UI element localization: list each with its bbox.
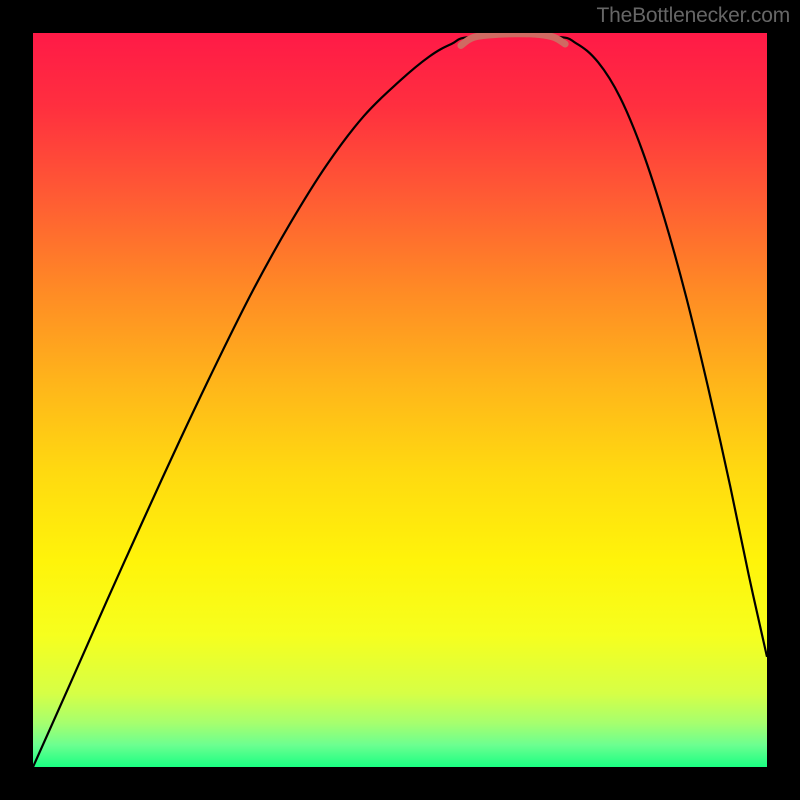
chart-container: TheBottlenecker.com (0, 0, 800, 800)
bottleneck-curve (33, 36, 767, 767)
curve-layer (33, 33, 767, 767)
watermark-text: TheBottlenecker.com (597, 4, 790, 28)
plot-area (33, 33, 767, 767)
floor-highlight-segment (461, 34, 565, 46)
